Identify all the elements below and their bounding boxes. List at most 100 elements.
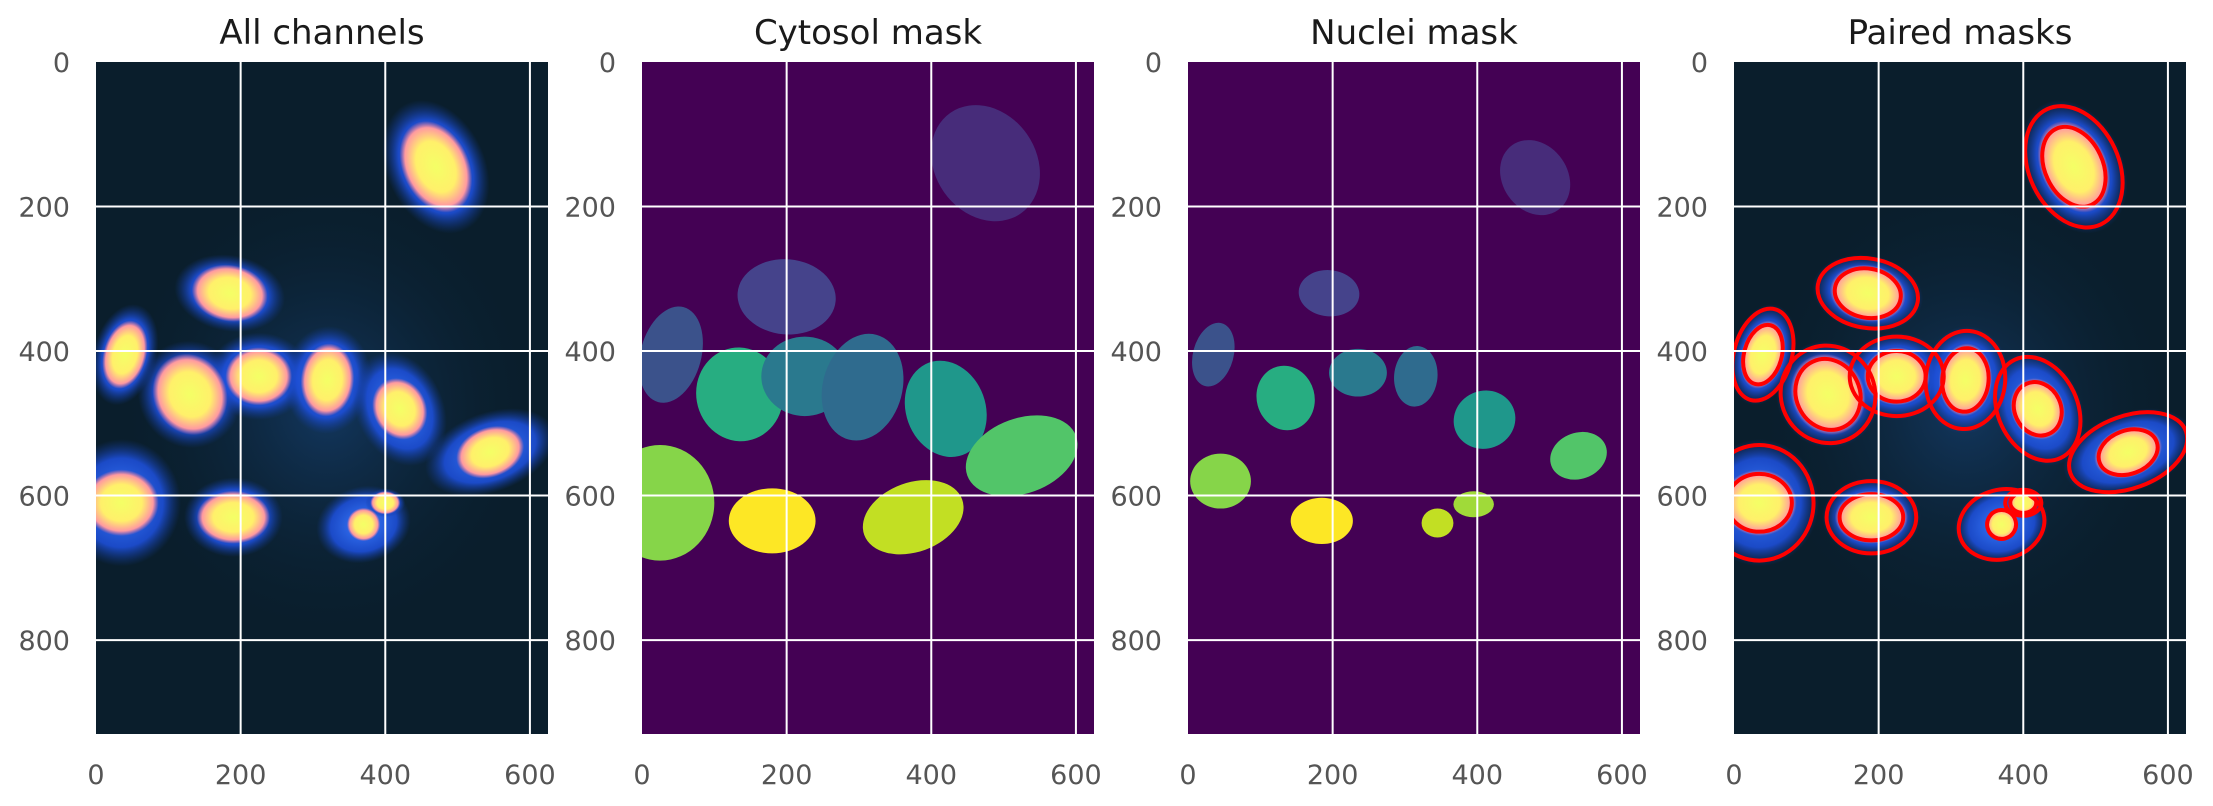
- cell-nucleus: [1790, 353, 1866, 436]
- cytosol-outline: [1815, 255, 1921, 331]
- cytosol-outline: [1993, 354, 2083, 463]
- nucleus-outline: [1832, 266, 1903, 321]
- x-tick-label: 400: [906, 760, 958, 791]
- nucleus-outline: [1837, 492, 1906, 543]
- y-tick-label: 0: [1691, 48, 1708, 79]
- mask-region: [728, 488, 816, 554]
- nucleus-outline: [1940, 346, 1991, 414]
- mask-region: [1500, 140, 1571, 216]
- x-tick-label: 200: [761, 760, 813, 791]
- panel-title: Cytosol mask: [754, 13, 982, 53]
- mask-region: [1550, 431, 1607, 480]
- image-area: [1188, 62, 1640, 734]
- x-tick-label: 600: [504, 760, 556, 791]
- y-tick-label: 0: [53, 48, 70, 79]
- x-tick-label: 600: [1596, 760, 1648, 791]
- cell-nucleus: [399, 120, 473, 213]
- nucleus-outline: [2096, 427, 2160, 478]
- mask-region: [1298, 270, 1360, 317]
- mask-region: [696, 347, 784, 442]
- y-tick-label: 400: [1110, 337, 1162, 368]
- mask-region: [642, 306, 703, 403]
- mask-region: [642, 444, 715, 561]
- y-tick-label: 400: [564, 337, 616, 368]
- cell-nucleus: [225, 347, 292, 406]
- cell-nucleus: [300, 343, 355, 417]
- cell-nucleus: [1938, 343, 1993, 417]
- x-tick-label: 400: [360, 760, 412, 791]
- image-area: [96, 62, 548, 734]
- image-area: [642, 62, 1094, 734]
- cell-nucleus: [456, 425, 525, 479]
- y-tick-label: 600: [1656, 482, 1708, 513]
- panel-3: Nuclei mask 0 200 400 600 0 200 400 600 800: [1110, 13, 1647, 791]
- mask-region: [1329, 348, 1387, 397]
- cytosol-outline: [1923, 328, 2008, 432]
- y-tick-label: 400: [18, 337, 70, 368]
- x-tick-label: 0: [633, 760, 650, 791]
- y-tick-label: 200: [18, 193, 70, 224]
- nucleus-outline: [1985, 507, 2019, 541]
- nucleus-outline: [1741, 322, 1785, 387]
- y-tick-label: 800: [564, 626, 616, 657]
- cell-nucleus: [1863, 347, 1930, 406]
- mask-region: [1192, 322, 1235, 387]
- cell-nucleus: [1829, 264, 1906, 322]
- cytosol-outline: [1734, 442, 1816, 563]
- cytosol-outline: [2067, 410, 2186, 495]
- x-tick-label: 200: [1307, 760, 1359, 791]
- x-tick-label: 400: [1452, 760, 1504, 791]
- cell-nucleus: [196, 490, 271, 544]
- x-tick-label: 0: [1179, 760, 1196, 791]
- nucleus-outline: [1734, 471, 1794, 534]
- x-tick-label: 200: [1853, 760, 1905, 791]
- mask-region: [904, 360, 987, 457]
- mask-region: [931, 105, 1040, 222]
- cell-nucleus: [1834, 490, 1909, 544]
- panel-title: All channels: [219, 13, 424, 53]
- mask-region: [1421, 508, 1454, 538]
- cell-nucleus: [102, 320, 148, 389]
- mask-region: [1453, 390, 1516, 449]
- y-tick-label: 800: [1110, 626, 1162, 657]
- x-tick-label: 400: [1998, 760, 2050, 791]
- nucleus-outline: [2040, 124, 2108, 209]
- nucleus-outline: [1793, 356, 1863, 432]
- panel-title: Nuclei mask: [1310, 13, 1518, 53]
- x-tick-label: 600: [1050, 760, 1102, 791]
- y-tick-label: 600: [18, 482, 70, 513]
- y-tick-label: 200: [1656, 193, 1708, 224]
- nucleus-outline: [2011, 380, 2064, 438]
- cytosol-outline: [2023, 104, 2125, 230]
- x-tick-label: 600: [2142, 760, 2194, 791]
- x-tick-label: 0: [1725, 760, 1742, 791]
- y-tick-label: 600: [1110, 482, 1162, 513]
- mask-region: [1190, 453, 1251, 509]
- mask-region: [862, 480, 964, 555]
- y-tick-label: 600: [564, 482, 616, 513]
- y-tick-label: 0: [599, 48, 616, 79]
- cell-nucleus: [1984, 507, 2019, 542]
- y-tick-label: 200: [1110, 193, 1162, 224]
- panel-1: All channels 0 200 400 600 0 200 400 600 800: [18, 13, 556, 791]
- cytosol-outline: [1778, 343, 1878, 446]
- cell-nucleus: [96, 469, 159, 537]
- mask-region: [1394, 346, 1438, 407]
- panel-4: Paired masks 0 200 400 600 0 200 400 600 800: [1656, 13, 2194, 791]
- cell-nucleus: [346, 507, 381, 542]
- cell-nucleus: [191, 264, 268, 322]
- panel-title: Paired masks: [1848, 13, 2073, 53]
- mask-region: [1290, 497, 1353, 544]
- y-tick-label: 800: [18, 626, 70, 657]
- y-tick-label: 200: [564, 193, 616, 224]
- y-tick-label: 800: [1656, 626, 1708, 657]
- mask-region: [965, 415, 1078, 497]
- y-tick-label: 400: [1656, 337, 1708, 368]
- cytosol-outline: [1824, 479, 1919, 556]
- x-tick-label: 0: [87, 760, 104, 791]
- cell-nucleus: [152, 353, 228, 436]
- x-tick-label: 200: [215, 760, 267, 791]
- mask-region: [821, 333, 904, 441]
- image-area: [1734, 62, 2186, 734]
